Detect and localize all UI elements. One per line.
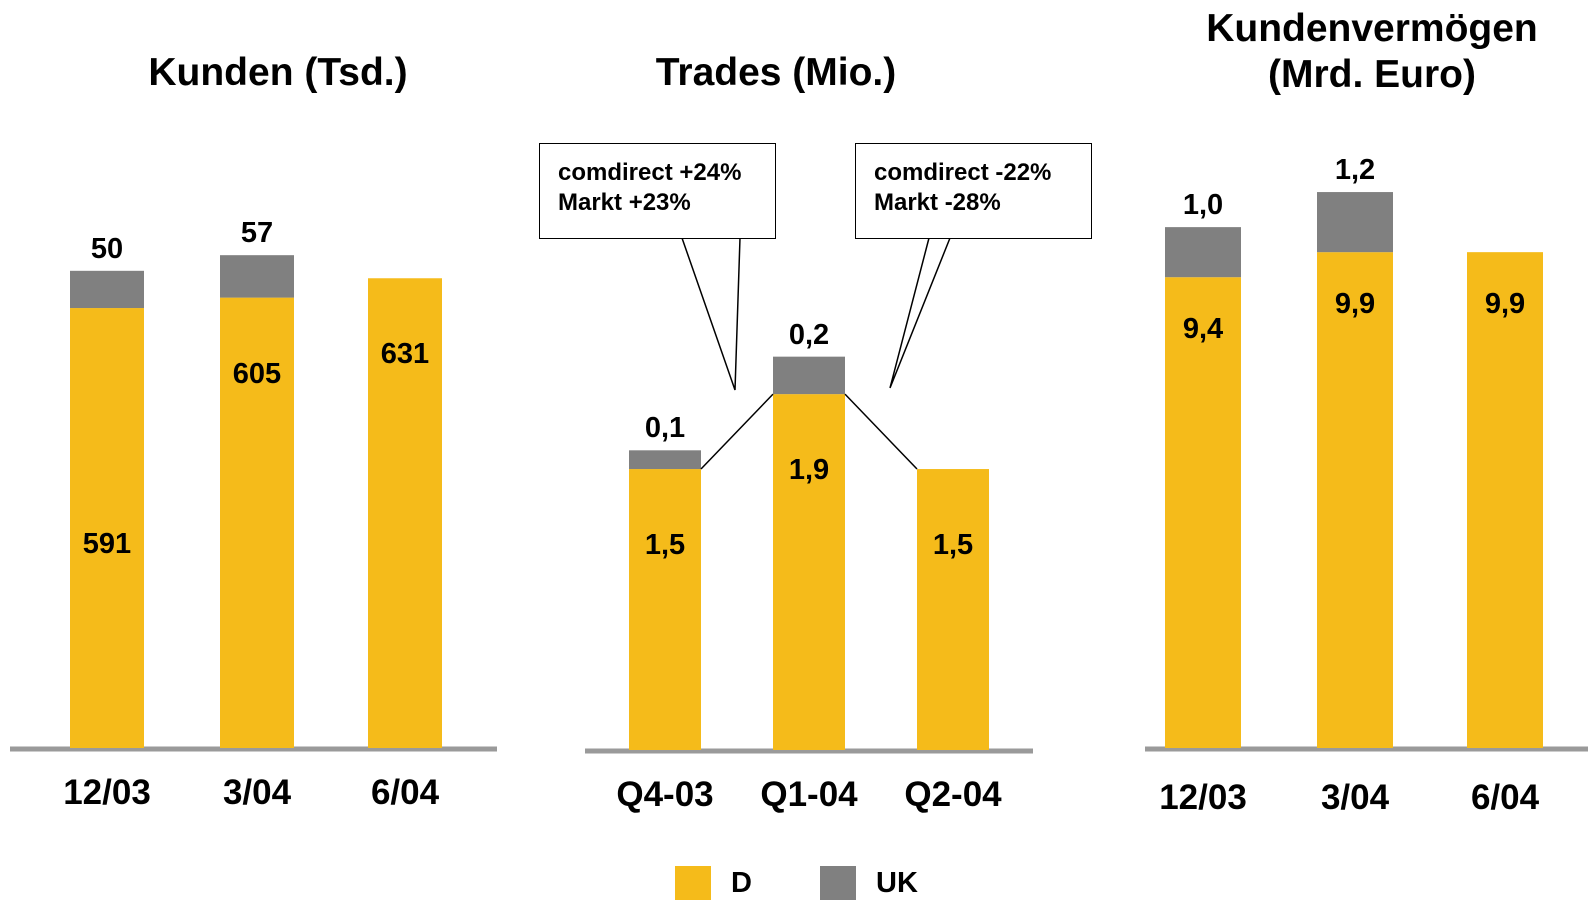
bar-d-chart-2-2	[773, 394, 845, 750]
x-tick-label-chart-1-1: 12/03	[63, 773, 151, 812]
chart-title-kundenvermoegen-line2: (Mrd. Euro)	[1268, 53, 1476, 96]
legend-swatch-uk	[820, 866, 856, 900]
bar-uk-chart-2-2	[773, 356, 845, 395]
legend-label-d: D	[731, 866, 752, 899]
bar-uk-chart-1-1	[70, 270, 144, 309]
data-label-uk-chart-1-2: 57	[240, 217, 274, 250]
legend-item-uk: UK	[820, 866, 918, 900]
legend-item-d: D	[675, 866, 752, 900]
data-label-d-chart-2-1: 1,5	[644, 529, 686, 562]
x-tick-label-chart-3-1: 12/03	[1159, 778, 1247, 817]
data-label-d-chart-2-2: 1,9	[788, 454, 830, 487]
data-label-uk-chart-2-2: 0,2	[788, 318, 830, 351]
bar-uk-chart-1-2	[220, 255, 294, 298]
data-label-uk-chart-2-1: 0,1	[644, 412, 686, 445]
callout-pointer-2	[889, 237, 951, 389]
data-label-d-chart-3-1: 9,4	[1182, 313, 1224, 346]
bar-d-chart-1-3	[368, 278, 442, 748]
annotation-2-line-2: Markt -28%	[874, 189, 1001, 216]
data-label-d-chart-1-2: 605	[232, 357, 282, 390]
chart-title-kunden: Kunden (Tsd.)	[148, 51, 408, 94]
data-label-uk-chart-3-1: 1,0	[1182, 189, 1224, 222]
legend-label-uk: UK	[876, 866, 918, 899]
data-label-d-chart-1-3: 631	[380, 338, 430, 371]
data-label-d-chart-2-3: 1,5	[932, 529, 974, 562]
bar-d-chart-1-2	[220, 297, 294, 748]
legend-swatch-d	[675, 866, 711, 900]
data-label-uk-chart-3-2: 1,2	[1334, 154, 1376, 187]
bar-uk-chart-2-1	[629, 450, 701, 470]
bar-d-chart-2-3	[917, 469, 989, 750]
data-label-uk-chart-1-1: 50	[90, 232, 124, 265]
annotation-2-line-1: comdirect -22%	[874, 159, 1052, 186]
x-tick-label-chart-2-3: Q2-04	[904, 775, 1002, 814]
bar-d-chart-1-1	[70, 308, 144, 748]
x-tick-label-chart-2-2: Q1-04	[760, 775, 858, 814]
bar-uk-chart-3-1	[1165, 227, 1241, 278]
annotation-1-line-1: comdirect +24%	[558, 159, 742, 186]
annotation-box-1: comdirect +24% Markt +23%	[539, 143, 776, 239]
data-label-d-chart-3-3: 9,9	[1484, 288, 1526, 321]
x-tick-label-chart-1-3: 6/04	[370, 773, 440, 812]
bar-uk-chart-3-2	[1317, 192, 1393, 253]
bar-d-chart-3-2	[1317, 252, 1393, 748]
annotation-box-2: comdirect -22% Markt -28%	[855, 143, 1092, 239]
data-label-d-chart-3-2: 9,9	[1334, 288, 1376, 321]
x-tick-label-chart-3-2: 3/04	[1320, 778, 1390, 817]
connector-line-2	[844, 393, 918, 470]
data-label-d-chart-1-1: 591	[82, 528, 132, 561]
chart-title-trades: Trades (Mio.)	[655, 51, 897, 94]
bar-d-chart-3-1	[1165, 277, 1241, 748]
callout-pointer-1	[681, 237, 741, 391]
bar-d-chart-2-1	[629, 469, 701, 750]
chart-title-kundenvermoegen-line1: Kundenvermögen	[1206, 7, 1538, 50]
x-tick-label-chart-1-2: 3/04	[222, 773, 292, 812]
x-tick-label-chart-3-3: 6/04	[1470, 778, 1540, 817]
bar-d-chart-3-3	[1467, 252, 1543, 748]
chart-title-kundenvermoegen: Kundenvermögen (Mrd. Euro)	[1180, 6, 1564, 98]
x-tick-label-chart-2-1: Q4-03	[616, 775, 714, 814]
annotation-1-line-2: Markt +23%	[558, 189, 691, 216]
connector-line-1	[700, 393, 774, 470]
